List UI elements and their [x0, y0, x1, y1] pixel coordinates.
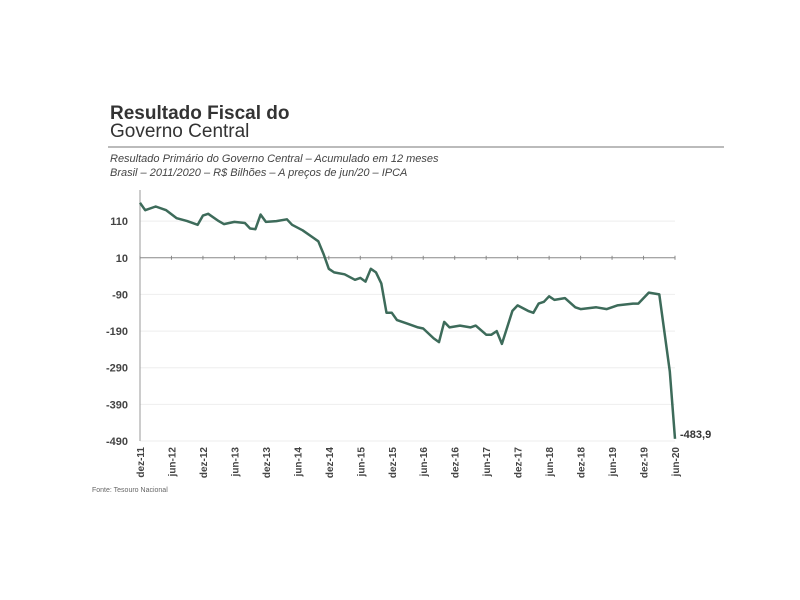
- x-tick-label: dez-15: [388, 447, 399, 479]
- x-tick-label: dez-17: [514, 447, 525, 479]
- x-tick-label: jun-14: [293, 447, 304, 478]
- chart-source: Fonte: Tesouro Nacional: [92, 487, 168, 494]
- x-tick-label: dez-18: [577, 447, 588, 479]
- x-tick-label: jun-20: [671, 447, 682, 478]
- y-tick-label: -90: [112, 289, 128, 301]
- x-tick-label: jun-17: [482, 447, 493, 478]
- x-tick-label: dez-11: [136, 447, 147, 478]
- x-tick-label: jun-15: [356, 447, 367, 478]
- title-divider: [108, 146, 724, 148]
- y-tick-label: -390: [106, 399, 128, 411]
- end-value-label: -483,9: [680, 429, 711, 441]
- y-tick-label: -290: [106, 363, 128, 375]
- x-tick-label: jun-13: [230, 447, 241, 478]
- chart-subtitle: Resultado Primário do Governo Central – …: [110, 153, 439, 165]
- x-tick-label: dez-13: [262, 447, 273, 479]
- y-tick-label: 110: [110, 216, 128, 228]
- chart-subtitle-2: Brasil – 2011/2020 – R$ Bilhões – A preç…: [110, 167, 408, 179]
- y-tick-label: 10: [116, 253, 128, 265]
- chart-title: Resultado Fiscal do: [110, 103, 290, 124]
- x-tick-label: jun-19: [608, 447, 619, 478]
- x-tick-label: dez-12: [199, 447, 210, 479]
- x-tick-label: jun-16: [419, 447, 430, 478]
- x-tick-label: dez-19: [640, 447, 651, 479]
- x-tick-label: jun-18: [545, 447, 556, 478]
- y-tick-label: -490: [106, 436, 128, 448]
- chart-title-line2: Governo Central: [110, 121, 250, 142]
- x-tick-label: dez-14: [325, 447, 336, 479]
- y-tick-label: -190: [106, 326, 128, 338]
- series-line: [138, 202, 677, 439]
- x-tick-label: jun-12: [167, 447, 178, 478]
- x-tick-label: dez-16: [451, 447, 462, 479]
